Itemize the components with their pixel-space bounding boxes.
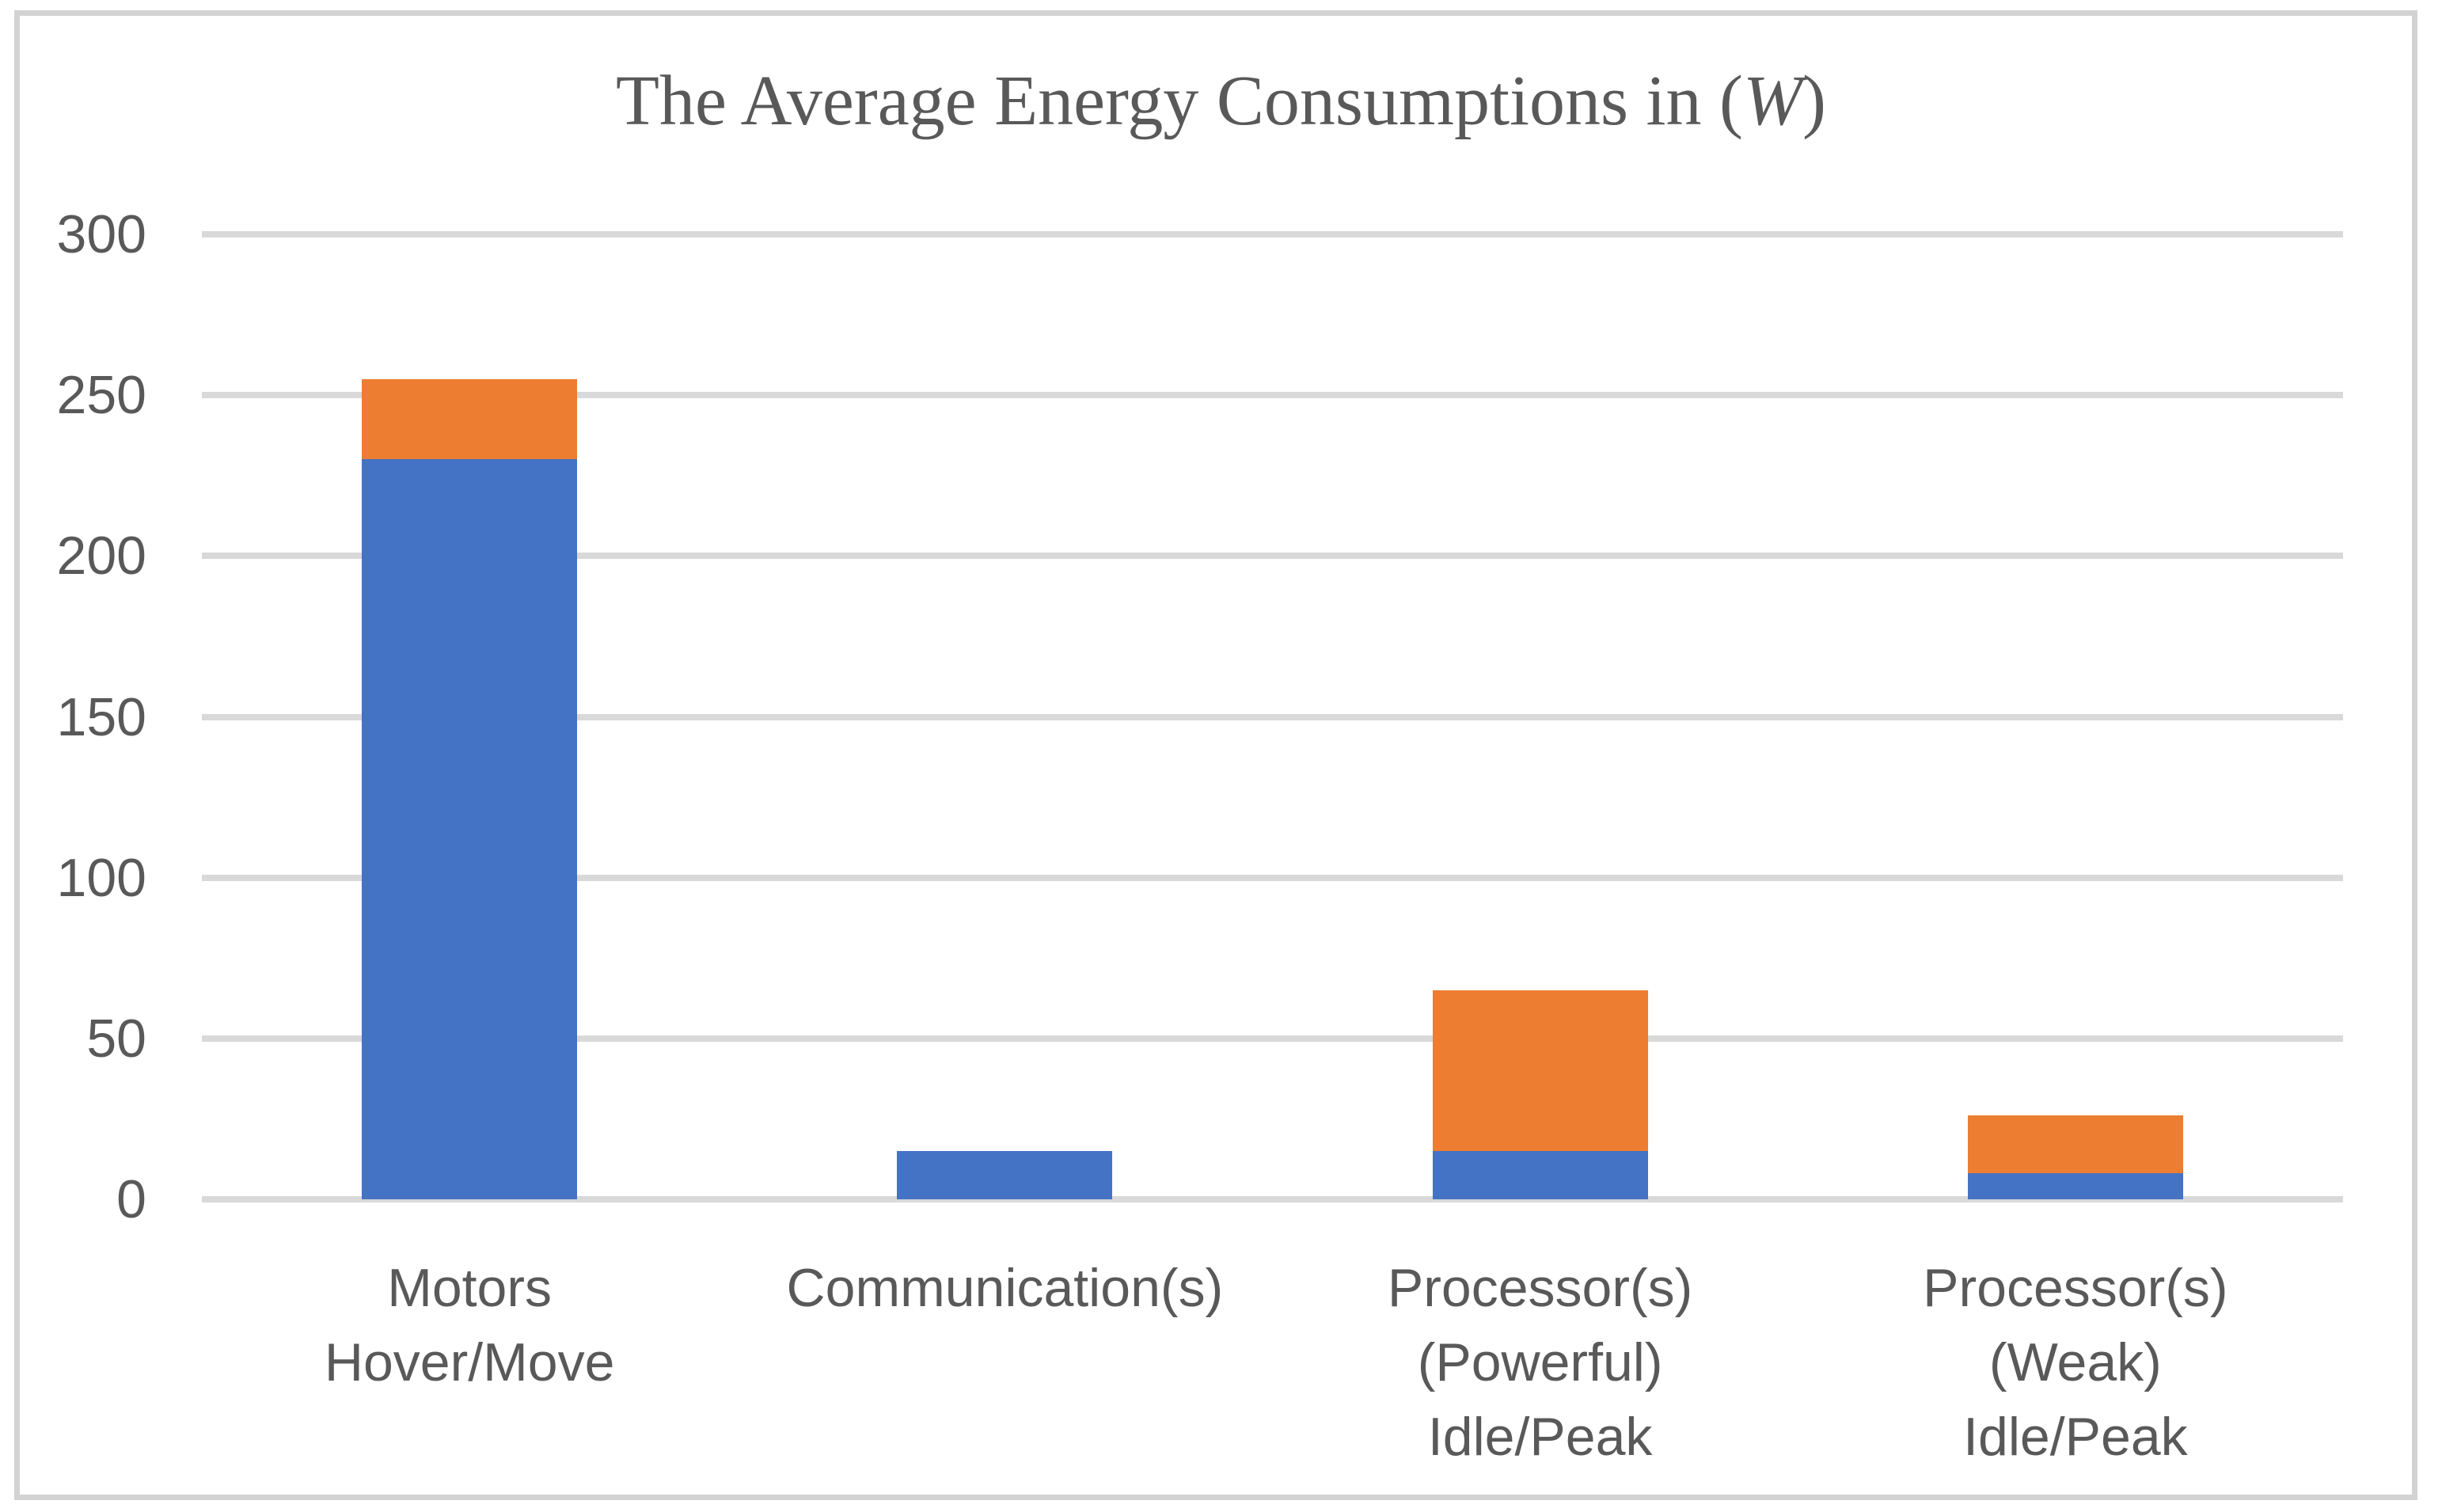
bar-segment — [1967, 1173, 2183, 1199]
gridline — [202, 553, 2343, 560]
bar-segment — [362, 459, 578, 1199]
gridline — [202, 392, 2343, 399]
x-axis-category-label-line: Idle/Peak — [1427, 1407, 1653, 1467]
bar-segment — [1432, 990, 1648, 1152]
y-axis-tick-label: 300 — [56, 204, 146, 264]
chart-title: The Average Energy Consumptions in (W) — [0, 62, 2442, 141]
x-axis-category-label: Communication(s) — [737, 1251, 1272, 1325]
bar-segment — [362, 378, 578, 460]
bar-segment — [1967, 1115, 2183, 1174]
gridline — [202, 1035, 2343, 1042]
gridline — [202, 231, 2343, 237]
x-axis-category-label-line: Motors — [387, 1258, 553, 1318]
x-axis-category-label-line: (Weak) — [1988, 1332, 2162, 1392]
y-axis-tick-label: 250 — [56, 365, 146, 426]
x-axis-category-label-line: Idle/Peak — [1963, 1407, 2188, 1467]
x-axis-category-label-line: Hover/Move — [324, 1332, 615, 1392]
y-axis-tick-label: 200 — [56, 526, 146, 587]
x-axis-category-label-line: Processor(s) — [1923, 1258, 2228, 1318]
x-axis-category-label: Processor(s) (Powerful) Idle/Peak — [1273, 1251, 1808, 1474]
gridline — [202, 713, 2343, 720]
x-axis-category-label-line: Communication(s) — [786, 1258, 1224, 1318]
y-axis-tick-label: 0 — [116, 1169, 146, 1229]
x-axis-category-label-line: (Powerful) — [1417, 1332, 1663, 1392]
x-axis-category-label-line: Processor(s) — [1387, 1258, 1693, 1318]
y-axis-tick-label: 150 — [56, 686, 146, 747]
y-axis-tick-label: 100 — [56, 847, 146, 908]
x-axis-category-label: Processor(s) (Weak) Idle/Peak — [1808, 1251, 2343, 1474]
chart-title-suffix: ) — [1802, 62, 1826, 140]
bar-segment — [897, 1151, 1113, 1199]
chart-title-text: The Average Energy Consumptions in ( — [616, 62, 1743, 140]
chart-title-unit: W — [1742, 62, 1802, 140]
gridline — [202, 874, 2343, 881]
bar-segment — [1432, 1151, 1648, 1199]
gridline — [202, 1196, 2343, 1202]
x-axis-category-label: Motors Hover/Move — [202, 1251, 737, 1400]
y-axis-tick-label: 50 — [86, 1008, 146, 1069]
